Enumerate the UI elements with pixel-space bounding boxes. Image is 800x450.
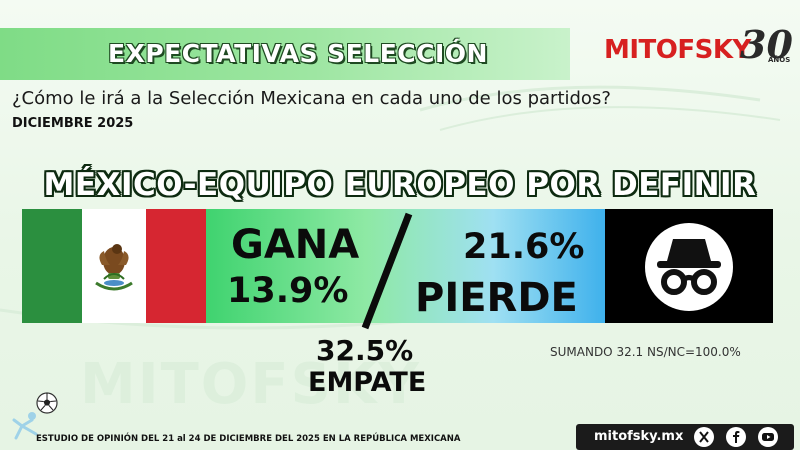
kicking-player-icon [12, 412, 38, 440]
brand-name: MITOFSKY [604, 35, 751, 65]
site-link[interactable]: mitofsky.mx [594, 429, 684, 444]
win-label: GANA [231, 222, 360, 268]
facebook-icon[interactable] [726, 427, 746, 447]
page-title: EXPECTATIVAS SELECCIÓN [108, 39, 488, 68]
soccer-ball-icon [36, 392, 58, 414]
incognito-icon [645, 223, 733, 311]
mexico-flag-icon [22, 209, 206, 323]
draw-label: EMPATE [308, 367, 427, 398]
sum-note: SUMANDO 32.1 NS/NC=100.0% [550, 345, 741, 359]
flag-green-stripe [22, 209, 82, 323]
x-icon[interactable] [694, 427, 714, 447]
study-footnote: ESTUDIO DE OPINIÓN DEL 21 al 24 DE DICIE… [36, 434, 461, 444]
brand-anniversary-number: 30 [740, 22, 793, 67]
survey-question: ¿Cómo le irá a la Selección Mexicana en … [12, 88, 611, 109]
lose-label: PIERDE [415, 275, 578, 321]
brand-anniversary-word: AÑOS [768, 56, 791, 64]
divider-slash [361, 212, 413, 330]
brand-logo: MITOFSKY 30 AÑOS [604, 24, 794, 74]
draw-percentage: 32.5% [316, 334, 414, 367]
flag-red-stripe [146, 209, 206, 323]
opponent-panel [605, 209, 773, 323]
win-percentage: 13.9% [227, 271, 349, 311]
youtube-icon[interactable] [758, 427, 778, 447]
coat-of-arms-icon [95, 244, 133, 291]
background-watermark: MITOFSKY [80, 352, 421, 417]
survey-date: DICIEMBRE 2025 [12, 116, 134, 131]
header-band [0, 28, 570, 80]
lose-percentage: 21.6% [463, 227, 585, 267]
footer-link-bar: mitofsky.mx [576, 424, 794, 450]
match-title: MÉXICO-EQUIPO EUROPEO POR DEFINIR [43, 167, 757, 203]
